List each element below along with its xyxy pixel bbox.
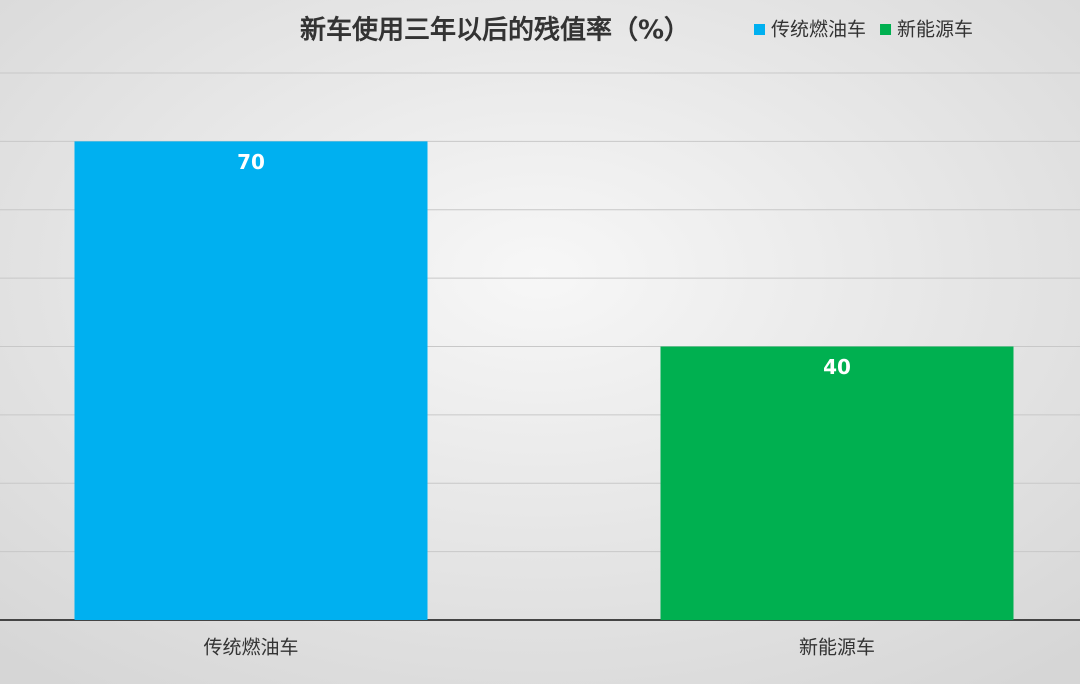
legend-swatch [754,24,765,35]
legend-swatch [880,24,892,35]
x-tick-label: 传统燃油车 [203,637,298,659]
x-tick-label: 新能源车 [799,637,875,659]
legend-label: 传统燃油车 [771,19,866,41]
data-label: 70 [237,150,265,174]
bar [74,141,428,620]
bar [660,346,1014,620]
legend-label: 新能源车 [897,19,973,41]
data-label: 40 [823,355,851,379]
chart-title: 新车使用三年以后的残值率（%） [300,15,690,46]
